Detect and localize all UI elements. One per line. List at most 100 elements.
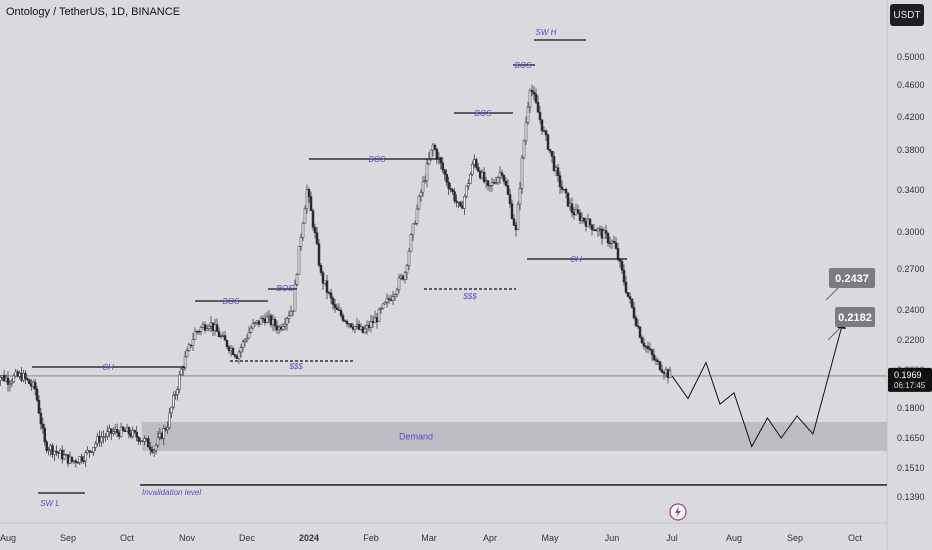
candle bbox=[217, 327, 221, 338]
candle-body bbox=[385, 298, 389, 303]
candle-body bbox=[580, 217, 584, 221]
candle bbox=[225, 339, 229, 349]
candle bbox=[506, 179, 510, 196]
candle bbox=[47, 447, 50, 456]
candle-body bbox=[143, 438, 146, 442]
candle bbox=[668, 366, 672, 378]
candle-body bbox=[269, 315, 273, 326]
candle bbox=[620, 258, 624, 274]
candle-body bbox=[361, 326, 365, 333]
candle bbox=[313, 223, 317, 239]
candle-body bbox=[532, 91, 536, 95]
time-tick-label: 2024 bbox=[299, 533, 319, 543]
candle bbox=[251, 318, 255, 330]
candle-body bbox=[41, 423, 45, 429]
candle-body bbox=[500, 172, 504, 176]
candle bbox=[193, 327, 197, 340]
candle bbox=[96, 432, 99, 447]
currency-button[interactable]: USDT bbox=[890, 4, 924, 26]
candle-body bbox=[231, 348, 235, 355]
candle-body bbox=[113, 429, 117, 432]
price-tick-label: 0.3000 bbox=[897, 227, 925, 237]
candle-body bbox=[476, 166, 480, 172]
candle-body bbox=[98, 436, 101, 443]
candle bbox=[502, 174, 506, 185]
candle-body bbox=[594, 229, 598, 232]
candle-body bbox=[534, 93, 538, 103]
candle-body bbox=[321, 272, 325, 284]
current-price-tag bbox=[888, 367, 932, 392]
candle-body bbox=[243, 339, 247, 342]
candle-body bbox=[453, 191, 456, 202]
candle bbox=[235, 354, 239, 360]
candle-body bbox=[8, 382, 12, 385]
candle bbox=[98, 430, 101, 447]
candle bbox=[247, 326, 251, 339]
candle bbox=[431, 142, 435, 157]
candle-body bbox=[578, 212, 582, 221]
candle-body bbox=[650, 349, 654, 355]
candle bbox=[648, 342, 652, 352]
candle-body bbox=[417, 195, 421, 210]
candle-body bbox=[530, 90, 534, 93]
candle-body bbox=[215, 324, 219, 332]
candle-body bbox=[235, 355, 239, 359]
candle-body bbox=[106, 431, 109, 437]
candle-body bbox=[66, 454, 70, 464]
candle bbox=[604, 224, 608, 239]
candle-body bbox=[588, 218, 592, 226]
candle bbox=[315, 226, 319, 246]
candle bbox=[397, 274, 401, 294]
candle-body bbox=[245, 337, 249, 341]
candle-body bbox=[415, 208, 419, 224]
candle bbox=[646, 341, 650, 354]
candle-body bbox=[68, 456, 72, 464]
candle-body bbox=[62, 454, 66, 460]
candle-body bbox=[560, 186, 564, 190]
candle-body bbox=[496, 177, 500, 184]
invalidation-label: Invalidation level bbox=[142, 488, 201, 497]
candle bbox=[357, 320, 361, 331]
candle-body bbox=[96, 436, 99, 444]
candle bbox=[293, 279, 297, 312]
candle-body bbox=[626, 292, 630, 297]
time-tick-label: Nov bbox=[179, 533, 196, 543]
candle-body bbox=[393, 294, 397, 297]
liquidity-label: $$$ bbox=[288, 362, 303, 371]
candle bbox=[634, 315, 638, 327]
candles bbox=[0, 84, 672, 468]
candle bbox=[608, 236, 612, 249]
candle bbox=[41, 417, 45, 434]
candle-body bbox=[449, 188, 452, 190]
candle-body bbox=[209, 322, 213, 327]
candle bbox=[170, 406, 173, 418]
candle-body bbox=[564, 189, 568, 194]
candle bbox=[269, 313, 273, 328]
candle-body bbox=[391, 296, 395, 301]
candle-body bbox=[411, 223, 415, 235]
candle bbox=[524, 116, 528, 145]
candle bbox=[492, 178, 496, 185]
price-tick-label: 0.2200 bbox=[897, 335, 925, 345]
candle-body bbox=[431, 144, 435, 151]
candle bbox=[558, 171, 562, 194]
candle bbox=[347, 322, 351, 329]
candle-body bbox=[480, 172, 484, 179]
candle bbox=[586, 213, 590, 227]
candle-body bbox=[45, 441, 48, 451]
candle-body bbox=[78, 456, 82, 463]
candle bbox=[498, 166, 502, 185]
candle bbox=[662, 370, 666, 380]
candle bbox=[271, 314, 275, 331]
candle bbox=[174, 390, 177, 400]
candle-body bbox=[201, 324, 205, 328]
candle-body bbox=[253, 322, 257, 324]
candle-body bbox=[522, 140, 526, 159]
candle bbox=[24, 370, 27, 384]
target-lower-box bbox=[835, 307, 875, 327]
candle bbox=[542, 126, 546, 133]
candle bbox=[528, 88, 532, 114]
candle bbox=[172, 391, 175, 410]
candle bbox=[287, 310, 291, 324]
candle bbox=[55, 445, 58, 457]
